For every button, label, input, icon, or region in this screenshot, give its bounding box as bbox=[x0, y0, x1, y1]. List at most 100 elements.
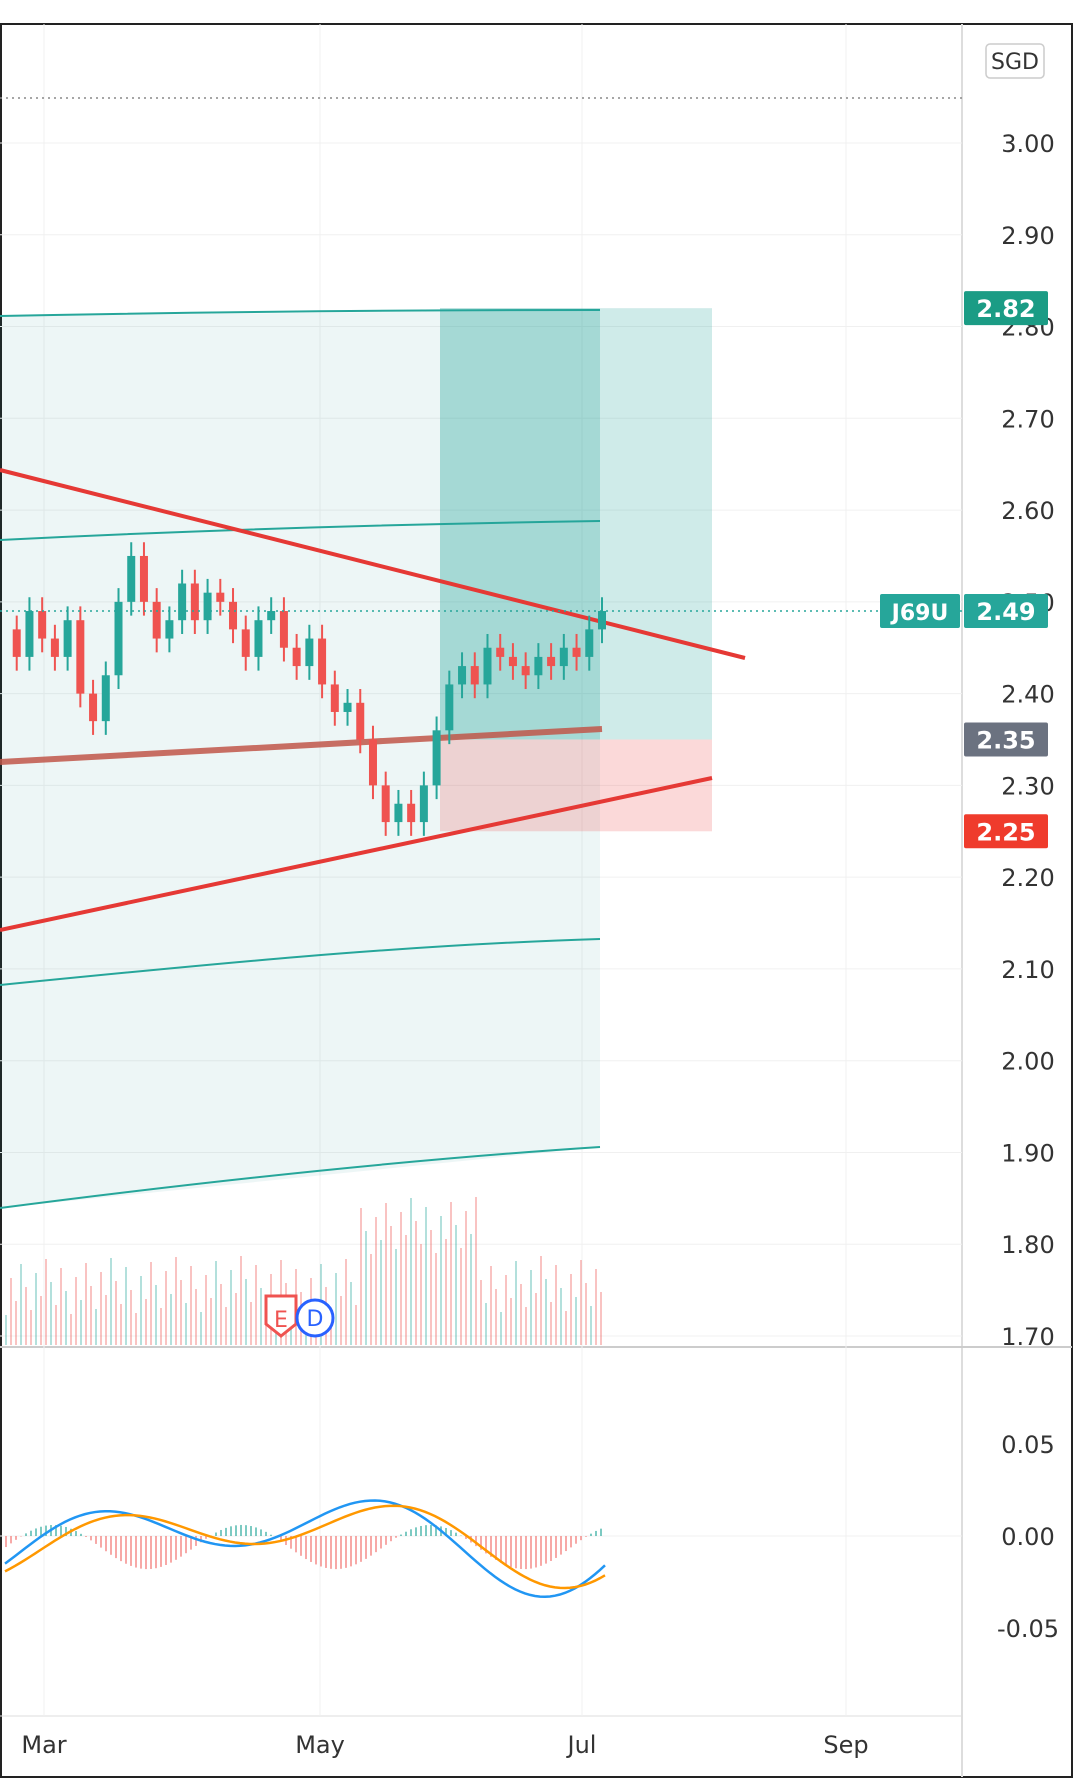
volume-bar bbox=[405, 1235, 407, 1345]
volume-bar bbox=[485, 1303, 487, 1345]
candle-body bbox=[420, 785, 428, 822]
macd-histogram-bar bbox=[550, 1536, 552, 1561]
volume-bar bbox=[595, 1269, 597, 1345]
macd-tick-label: 0.05 bbox=[1001, 1431, 1054, 1459]
volume-bar bbox=[370, 1254, 372, 1345]
macd-histogram-bar bbox=[575, 1536, 577, 1544]
macd-histogram-bar bbox=[360, 1536, 362, 1562]
macd-histogram-bar bbox=[315, 1536, 317, 1564]
macd-histogram-bar bbox=[310, 1536, 312, 1562]
macd-histogram-bar bbox=[255, 1527, 257, 1536]
macd-histogram-bar bbox=[80, 1534, 82, 1536]
candle-body bbox=[560, 648, 568, 666]
volume-bar bbox=[15, 1301, 17, 1345]
volume-bar bbox=[95, 1309, 97, 1345]
macd-histogram-bar bbox=[535, 1536, 537, 1567]
volume-bar bbox=[445, 1239, 447, 1345]
candle-body bbox=[64, 620, 72, 657]
macd-histogram-bar bbox=[585, 1536, 587, 1537]
macd-histogram-bar bbox=[335, 1536, 337, 1569]
x-tick-label: Jul bbox=[566, 1731, 597, 1759]
candle-body bbox=[394, 804, 402, 822]
volume-bar bbox=[165, 1271, 167, 1345]
candle-body bbox=[293, 648, 301, 666]
volume-bar bbox=[235, 1293, 237, 1345]
y-tick-label: 1.80 bbox=[1001, 1231, 1054, 1259]
volume-bar bbox=[480, 1280, 482, 1345]
candle-body bbox=[13, 629, 21, 657]
volume-bar bbox=[210, 1298, 212, 1345]
candle-body bbox=[483, 648, 491, 685]
y-tick-label: 2.20 bbox=[1001, 864, 1054, 892]
macd-histogram-bar bbox=[325, 1536, 327, 1568]
y-tick-label: 2.10 bbox=[1001, 956, 1054, 984]
volume-bar bbox=[20, 1264, 22, 1345]
volume-bar bbox=[245, 1279, 247, 1345]
volume-bar bbox=[365, 1231, 367, 1345]
volume-bar bbox=[570, 1274, 572, 1345]
volume-bar bbox=[475, 1197, 477, 1345]
volume-bar bbox=[180, 1280, 182, 1345]
currency-label: SGD bbox=[991, 50, 1039, 75]
macd-histogram-bar bbox=[525, 1536, 527, 1569]
candle-body bbox=[267, 611, 275, 620]
y-tick-label: 2.00 bbox=[1001, 1048, 1054, 1076]
macd-histogram-bar bbox=[185, 1536, 187, 1553]
x-tick-label: Sep bbox=[823, 1731, 868, 1759]
candle-body bbox=[305, 639, 313, 667]
volume-bar bbox=[230, 1270, 232, 1345]
volume-bar bbox=[185, 1303, 187, 1345]
macd-histogram-bar bbox=[95, 1536, 97, 1544]
macd-histogram-bar bbox=[545, 1536, 547, 1564]
candle-body bbox=[496, 648, 504, 657]
volume-bar bbox=[490, 1266, 492, 1345]
macd-histogram-bar bbox=[510, 1536, 512, 1567]
macd-histogram-bar bbox=[145, 1536, 147, 1569]
volume-bar bbox=[380, 1240, 382, 1345]
macd-histogram-bar bbox=[135, 1536, 137, 1568]
volume-bar bbox=[175, 1257, 177, 1345]
macd-histogram-bar bbox=[365, 1536, 367, 1559]
macd-histogram-bar bbox=[595, 1531, 597, 1536]
candle-body bbox=[382, 785, 390, 822]
volume-bar bbox=[45, 1259, 47, 1345]
take-profit-tag: 2.82 bbox=[976, 295, 1035, 323]
volume-bar bbox=[110, 1258, 112, 1345]
macd-histogram-bar bbox=[180, 1536, 182, 1557]
volume-bar bbox=[220, 1284, 222, 1345]
y-tick-label: 3.00 bbox=[1001, 130, 1054, 158]
volume-bar bbox=[50, 1282, 52, 1345]
candle-body bbox=[585, 629, 593, 657]
volume-bar bbox=[145, 1299, 147, 1345]
candle-body bbox=[356, 703, 364, 740]
candle-body bbox=[331, 684, 339, 712]
macd-histogram-bar bbox=[15, 1536, 17, 1540]
volume-bar bbox=[250, 1302, 252, 1345]
volume-bar bbox=[215, 1261, 217, 1345]
y-tick-label: 2.40 bbox=[1001, 681, 1054, 709]
candle-body bbox=[445, 684, 453, 730]
macd-histogram-bar bbox=[270, 1535, 272, 1536]
volume-bar bbox=[190, 1266, 192, 1345]
macd-histogram-bar bbox=[330, 1536, 332, 1569]
volume-bar bbox=[550, 1302, 552, 1345]
volume-bar bbox=[420, 1244, 422, 1345]
volume-bar bbox=[575, 1297, 577, 1345]
macd-histogram-bar bbox=[25, 1533, 27, 1536]
macd-histogram-bar bbox=[110, 1536, 112, 1555]
macd-histogram-bar bbox=[560, 1536, 562, 1555]
volume-bar bbox=[345, 1259, 347, 1345]
macd-histogram-bar bbox=[160, 1536, 162, 1567]
volume-bar bbox=[590, 1306, 592, 1345]
x-tick-label: Mar bbox=[21, 1731, 66, 1759]
macd-histogram-bar bbox=[300, 1536, 302, 1556]
macd-histogram-bar bbox=[100, 1536, 102, 1548]
candle-body bbox=[369, 740, 377, 786]
volume-bar bbox=[515, 1261, 517, 1345]
candle-body bbox=[433, 730, 441, 785]
dividend-marker[interactable]: D bbox=[297, 1300, 333, 1336]
earnings-marker-label: E bbox=[274, 1308, 288, 1333]
volume-bar bbox=[125, 1267, 127, 1345]
macd-histogram-bar bbox=[120, 1536, 122, 1561]
